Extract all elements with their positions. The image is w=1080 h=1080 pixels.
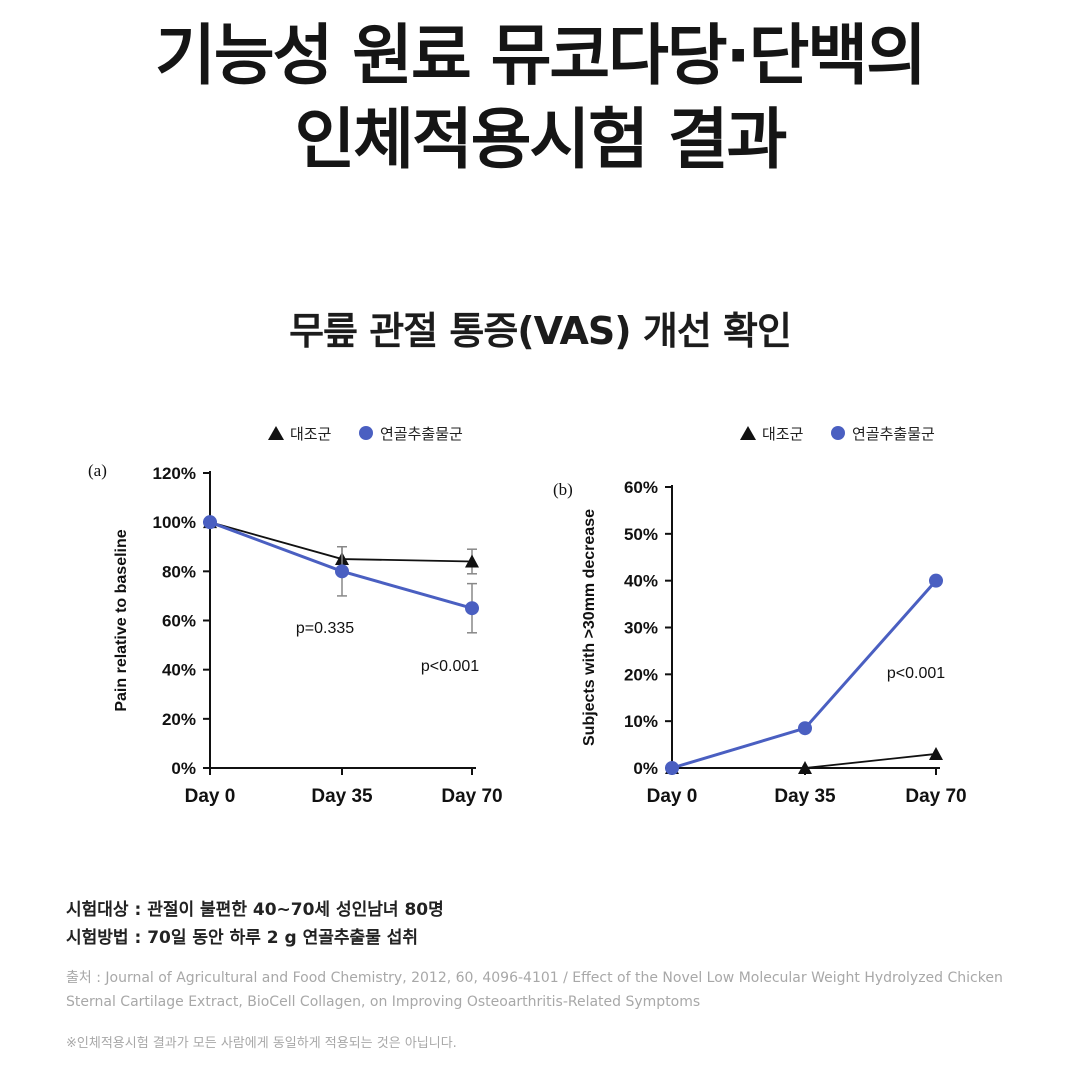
legend-label-control: 대조군 [762,426,804,443]
charts-canvas: 대조군 연골추출물군 (a) Pain relative to baseline 0% 2… [88,426,967,807]
x-tick-label: Day 0 [185,786,236,807]
legend-triangle-marker [268,426,284,440]
legend: 대조군 연골추출물군 [268,426,463,443]
series-triangle [665,746,943,774]
headline: 기능성 원료 뮤코다당·단백의 인체적용시험 결과 [0,14,1080,182]
source-citation: 출처 : Journal of Agricultural and Food Ch… [66,970,1003,1010]
y-tick-label: 40% [162,661,196,680]
x-tick-label: Day 0 [647,786,698,807]
data-point-triangle [929,746,943,760]
y-axis-label: Subjects with >30mm decrease [581,509,598,746]
x-tick-label: Day 35 [774,786,836,807]
y-tick-label: 20% [162,710,196,729]
data-point-triangle [798,761,812,774]
series-circle [203,515,479,634]
legend-label-treatment: 연골추출물군 [852,426,935,443]
data-point-triangle [465,554,479,568]
legend: 대조군 연골추출물군 [740,426,935,443]
x-tick-label: Day 35 [311,786,373,807]
p-value-annotation: p<0.001 [887,665,945,682]
legend-label-control: 대조군 [290,426,332,443]
y-tick-label: 100% [153,513,196,532]
headline-line-1: 기능성 원료 뮤코다당·단백의 [155,17,927,94]
y-tick-label: 120% [153,464,196,483]
notes: 시험대상 : 관절이 불편한 40~70세 성인남녀 80명 시험방법 : 70… [66,896,1026,1051]
disclaimer: ※인체적용시험 결과가 모든 사람에게 동일하게 적용되는 것은 아닙니다. [66,1036,457,1051]
data-point-circle [798,721,812,736]
legend-label-treatment: 연골추출물군 [380,426,463,443]
x-tick-label: Day 70 [441,786,502,807]
y-tick-label: 10% [624,712,658,731]
y-tick-label: 0% [171,759,196,778]
y-axis-label: Pain relative to baseline [113,529,130,711]
y-tick-label: 0% [633,759,658,778]
data-point-circle [465,601,479,616]
y-tick-label: 60% [624,478,658,497]
series-circle [665,573,943,775]
chart-b: 대조군 연골추출물군 (b) Subjects with >30mm decrease… [553,426,967,807]
legend-circle-marker [831,426,845,440]
p-value-annotation: p=0.335 [296,620,354,637]
chart-a: 대조군 연골추출물군 (a) Pain relative to baseline 0% 2… [88,426,503,807]
legend-circle-marker [359,426,373,440]
legend-triangle-marker [740,426,756,440]
y-tick-label: 20% [624,665,658,684]
p-value-annotation: p<0.001 [421,658,479,675]
y-tick-label: 50% [624,525,658,544]
x-tick-label: Day 70 [905,786,966,807]
y-tick-label: 40% [624,572,658,591]
y-tick-label: 80% [162,562,196,581]
panel-label: (a) [88,461,107,480]
y-tick-label: 30% [624,619,658,638]
y-tick-label: 60% [162,612,196,631]
data-point-circle [665,761,679,775]
data-point-circle [929,573,943,588]
headline-line-2: 인체적용시험 결과 [294,101,788,178]
chart-subtitle: 무릎 관절 통증(VAS) 개선 확인 [289,309,792,353]
note-method: 시험방법 : 70일 동안 하루 2 g 연골추출물 섭취 [66,928,419,948]
data-point-circle [335,564,349,579]
data-point-circle [203,515,217,530]
panel-label: (b) [553,480,573,499]
note-subjects: 시험대상 : 관절이 불편한 40~70세 성인남녀 80명 [66,900,444,920]
